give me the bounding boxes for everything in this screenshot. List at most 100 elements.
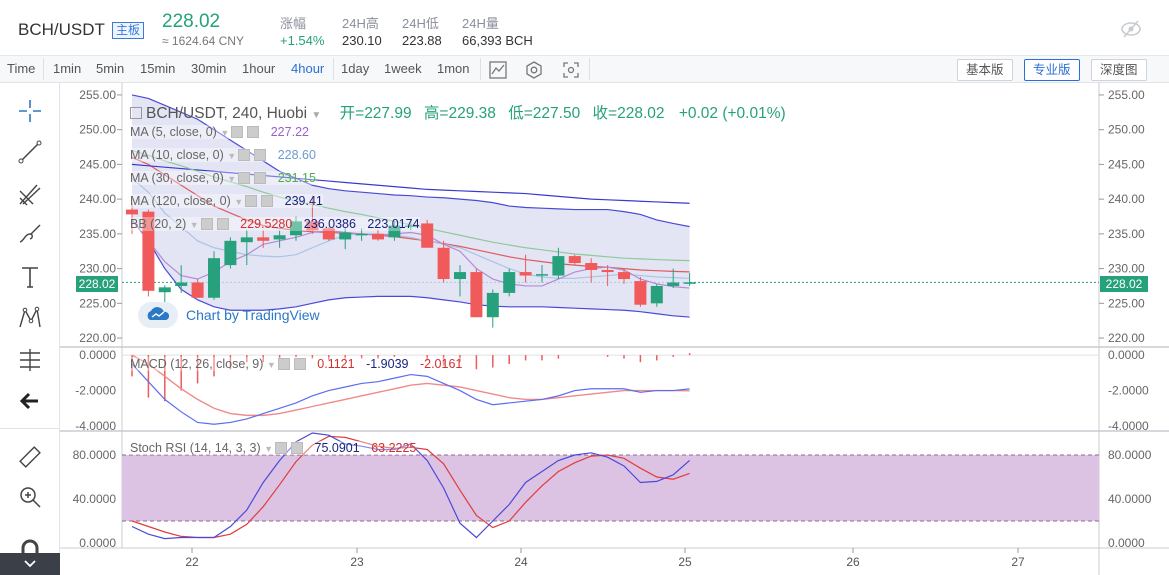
ma120-value: 239.41 (284, 194, 323, 208)
crosshair-icon[interactable] (14, 95, 46, 127)
indicator-close-icon[interactable] (293, 358, 306, 370)
indicator-icon[interactable] (485, 59, 511, 81)
low-label: 低= (508, 105, 533, 122)
price-tick-right: 255.00 (1108, 88, 1145, 102)
ma10-name: MA (10, close, 0) (130, 148, 224, 162)
indicator-settings-icon[interactable] (231, 126, 244, 138)
tf-30min[interactable]: 30min (191, 61, 227, 76)
candle (290, 221, 302, 236)
drawing-toolbar (0, 83, 60, 575)
tf-15min[interactable]: 15min (140, 61, 176, 76)
indicator-close-icon[interactable] (216, 218, 229, 230)
cloud-logo-icon (138, 302, 178, 328)
macd-tick-right: 0.0000 (1108, 348, 1145, 362)
indicator-settings-icon[interactable] (245, 195, 258, 207)
symbol-text: BCH/USDT, 240, Huobi (146, 105, 308, 122)
tf-time[interactable]: Time (7, 61, 36, 76)
macd-line-value: -1.9039 (366, 357, 409, 371)
indicator-close-icon[interactable] (261, 195, 274, 207)
stoch-tick-left: 40.0000 (73, 492, 117, 506)
candle (339, 232, 352, 240)
tradingview-watermark[interactable]: Chart by TradingView (138, 302, 320, 328)
indicator-macd[interactable]: MACD (12, 26, close, 9) ▼ 0.1121 -1.9039… (130, 357, 463, 371)
indicator-settings-icon[interactable] (238, 172, 251, 184)
view-depth-button[interactable]: 深度图 (1091, 59, 1147, 81)
low-value: 227.50 (532, 105, 581, 122)
price-tick-left: 245.00 (79, 157, 116, 171)
ma5-name: MA (5, close, 0) (130, 125, 217, 139)
tf-1hour[interactable]: 1hour (242, 61, 276, 76)
price-tick-right: 235.00 (1108, 227, 1145, 241)
price-tick-right: 220.00 (1108, 331, 1145, 345)
stat-value-volume: 66,393 BCH (462, 33, 533, 48)
indicator-close-icon[interactable] (247, 126, 260, 138)
candle (486, 292, 499, 318)
indicator-settings-icon[interactable] (238, 149, 251, 161)
measure-icon[interactable] (14, 344, 46, 376)
price-tick-right: 230.00 (1108, 262, 1145, 276)
indicator-close-icon[interactable] (291, 442, 304, 454)
back-arrow-icon[interactable] (14, 385, 46, 417)
tf-1min[interactable]: 1min (53, 61, 82, 76)
macd-tick-right: -4.0000 (1108, 419, 1149, 433)
price-chart[interactable]: 255.00255.00250.00250.00245.00245.00240.… (60, 83, 1169, 575)
settings-icon[interactable] (521, 59, 547, 81)
fullscreen-icon[interactable] (558, 59, 584, 81)
indicator-close-icon[interactable] (254, 172, 267, 184)
tf-1day[interactable]: 1day (341, 61, 370, 76)
candle (208, 258, 220, 298)
candle (667, 282, 680, 286)
tf-1week[interactable]: 1week (384, 61, 422, 76)
indicator-settings-icon[interactable] (200, 218, 213, 230)
candle (175, 282, 188, 286)
last-price: 228.02 (162, 11, 221, 32)
zoom-in-icon[interactable] (14, 481, 46, 513)
indicator-ma120[interactable]: MA (120, close, 0) ▼ 239.41 (130, 194, 323, 208)
candle (404, 225, 417, 228)
pattern-icon[interactable] (14, 302, 46, 334)
hide-eye-icon[interactable] (1120, 18, 1142, 45)
magnet-icon[interactable] (14, 533, 46, 565)
tf-4hour[interactable]: 4hour (291, 61, 325, 76)
price-tick-left: 230.00 (79, 262, 116, 276)
price-tick-left: 255.00 (79, 88, 116, 102)
indicator-ma5[interactable]: MA (5, close, 0) ▼ 227.22 (130, 125, 309, 139)
indicator-stoch-rsi[interactable]: Stoch RSI (14, 14, 3, 3) ▼ 75.0901 63.22… (130, 441, 417, 455)
high-value: 229.38 (448, 105, 496, 122)
indicator-bb[interactable]: BB (20, 2) ▼ 229.5280 236.0386 223.0174 (130, 217, 420, 231)
indicator-ma10[interactable]: MA (10, close, 0) ▼ 228.60 (130, 148, 316, 162)
scroll-down-button[interactable] (0, 553, 60, 575)
macd-hist-value: 0.1121 (317, 357, 355, 371)
chart-toolbar: Time 1min 5min 15min 30min 1hour 4hour 1… (0, 56, 1169, 83)
candle (191, 282, 204, 298)
candle (618, 272, 630, 280)
trendline-icon[interactable] (14, 136, 46, 168)
ruler-icon[interactable] (14, 441, 46, 473)
indicator-settings-icon[interactable] (275, 442, 288, 454)
text-tool-icon[interactable] (14, 261, 46, 293)
indicator-ma30[interactable]: MA (30, close, 0) ▼ 231.15 (130, 171, 316, 185)
stoch-d-value: 63.2225 (371, 441, 417, 455)
view-basic-button[interactable]: 基本版 (957, 59, 1013, 81)
price-tick-right: 250.00 (1108, 123, 1145, 137)
view-pro-button[interactable]: 专业版 (1024, 59, 1080, 81)
pair-name[interactable]: BCH/USDT (18, 20, 105, 39)
brush-icon[interactable] (14, 219, 46, 251)
price-tag-right: 228.02 (1100, 276, 1148, 292)
tf-5min[interactable]: 5min (96, 61, 125, 76)
ma5-value: 227.22 (270, 125, 309, 139)
fib-tool-icon[interactable] (14, 178, 46, 210)
bb-upper-value: 236.0386 (303, 217, 356, 231)
candle (470, 272, 483, 318)
indicator-close-icon[interactable] (254, 149, 267, 161)
candle (372, 233, 384, 240)
stat-label-change: 涨幅 (280, 16, 307, 31)
date-label: 22 (185, 555, 199, 569)
candle (437, 247, 450, 280)
tf-1mon[interactable]: 1mon (437, 61, 470, 76)
indicator-settings-icon[interactable] (277, 358, 290, 370)
price-cny: ≈ 1624.64 CNY (162, 34, 244, 48)
ma10-value: 228.60 (277, 148, 316, 162)
stoch-d-line (131, 435, 690, 539)
collapse-box-icon[interactable] (130, 107, 142, 119)
